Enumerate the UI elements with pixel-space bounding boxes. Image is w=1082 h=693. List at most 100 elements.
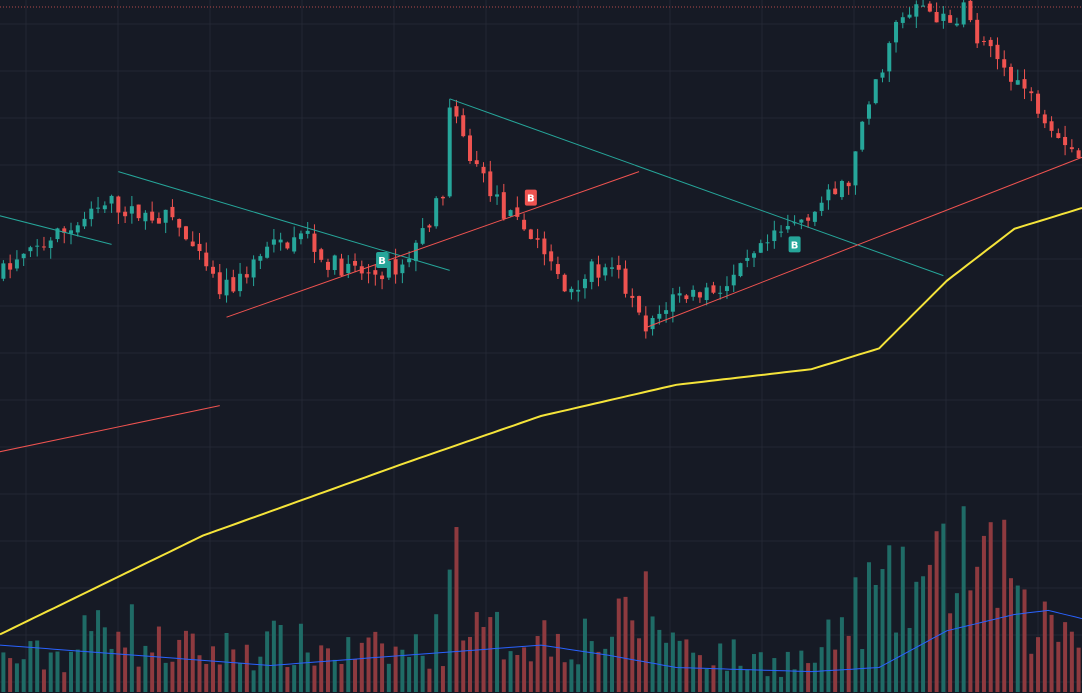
- volume-bar: [745, 669, 750, 692]
- volume-bar: [400, 649, 405, 692]
- candle-body: [454, 106, 459, 117]
- volume-bar: [271, 620, 276, 692]
- volume-bar: [163, 662, 168, 692]
- volume-bar: [312, 665, 317, 692]
- volume-bar: [860, 649, 865, 692]
- volume-bar: [562, 662, 567, 692]
- volume-bar: [244, 644, 249, 692]
- volume-bar: [555, 633, 560, 692]
- candle-body: [150, 211, 155, 221]
- volume-bar: [123, 647, 128, 692]
- volume-bar: [704, 668, 709, 692]
- candle-body: [826, 189, 831, 201]
- candle-body: [373, 270, 378, 275]
- candle-body: [116, 196, 121, 213]
- candle-body: [724, 286, 729, 291]
- volume-bar: [752, 654, 757, 692]
- candle-body: [136, 204, 141, 219]
- candle-body: [839, 180, 844, 198]
- signal-marker-buy[interactable]: B: [788, 236, 801, 253]
- candle-body: [488, 171, 493, 197]
- volume-bar: [853, 577, 858, 692]
- candle-body: [596, 264, 601, 278]
- volume-bar: [508, 651, 513, 692]
- trendline: [0, 405, 220, 453]
- volume-bar: [298, 623, 303, 692]
- candle-body: [447, 107, 452, 197]
- volume-bar: [522, 647, 527, 692]
- volume-bar: [75, 649, 80, 692]
- candle-body: [28, 247, 33, 252]
- candle-body: [346, 263, 351, 274]
- candle-body: [718, 292, 723, 294]
- candle-body: [846, 182, 851, 187]
- candle-body: [914, 4, 919, 17]
- candle-body: [123, 211, 128, 217]
- candle-body: [156, 218, 161, 224]
- volume-bar: [866, 562, 871, 692]
- volume-bar: [1, 652, 6, 692]
- volume-bar: [812, 662, 817, 692]
- candle-body: [684, 295, 689, 300]
- volume-bar: [102, 627, 107, 692]
- candle-body: [183, 226, 188, 240]
- volume-bar: [873, 584, 878, 692]
- volume-bar: [258, 656, 263, 692]
- volume-bar: [109, 648, 114, 692]
- volume-bar: [765, 676, 770, 692]
- signal-marker-buy[interactable]: B: [376, 252, 389, 268]
- trendline: [0, 215, 112, 245]
- candle-body: [69, 230, 74, 234]
- candle-body: [427, 225, 432, 228]
- candle-body: [339, 258, 344, 276]
- volume-bar: [359, 642, 364, 692]
- candle-body: [799, 219, 804, 223]
- candle-body: [55, 228, 60, 240]
- candle-body: [738, 263, 743, 277]
- volume-bar: [921, 576, 926, 692]
- candle-body: [981, 40, 986, 42]
- candle-body: [664, 310, 669, 314]
- volume-bar: [887, 545, 892, 692]
- candle-body: [393, 259, 398, 275]
- signal-marker-box: [788, 236, 801, 253]
- candle-body: [704, 287, 709, 301]
- candle-body: [244, 274, 249, 278]
- volume-bar: [1036, 637, 1041, 692]
- signal-marker-sell[interactable]: B: [524, 189, 537, 206]
- candle-body: [900, 17, 905, 23]
- volume-bar: [413, 634, 418, 692]
- signal-markers[interactable]: B B B: [376, 189, 801, 268]
- volume-bar: [48, 652, 53, 692]
- volume-bar: [779, 676, 784, 692]
- trendline: [645, 156, 1082, 329]
- candle-body: [772, 230, 777, 242]
- candle-body: [467, 135, 472, 162]
- volume-bar: [1042, 601, 1047, 692]
- candle-body: [569, 288, 574, 293]
- signal-marker-box: [376, 252, 389, 268]
- candle-body: [434, 198, 439, 227]
- candle-body: [866, 104, 871, 119]
- volume-bar: [116, 631, 121, 692]
- candle-body: [89, 208, 94, 220]
- volume-bar: [143, 645, 148, 692]
- volume-bar: [332, 659, 337, 692]
- volume-bar: [880, 569, 885, 692]
- volume-bar: [197, 655, 202, 692]
- candle-body: [616, 265, 621, 270]
- candle-body: [197, 243, 202, 252]
- candle-body: [549, 251, 554, 262]
- volume-bar: [156, 626, 161, 692]
- volume-bar: [35, 640, 40, 692]
- candle-body: [988, 39, 993, 47]
- volume-bar: [278, 624, 283, 692]
- candle-body: [542, 238, 547, 255]
- volume-bar: [968, 590, 973, 692]
- volume-bar: [495, 611, 500, 692]
- candle-body: [907, 14, 912, 18]
- candle-body: [731, 274, 736, 286]
- volume-bar: [981, 535, 986, 692]
